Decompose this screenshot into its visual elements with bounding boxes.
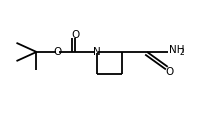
Text: N: N [93, 47, 100, 57]
Text: NH: NH [169, 45, 185, 55]
Text: O: O [53, 47, 62, 57]
Text: O: O [71, 30, 80, 40]
Text: 2: 2 [180, 47, 184, 56]
Text: O: O [165, 66, 173, 76]
